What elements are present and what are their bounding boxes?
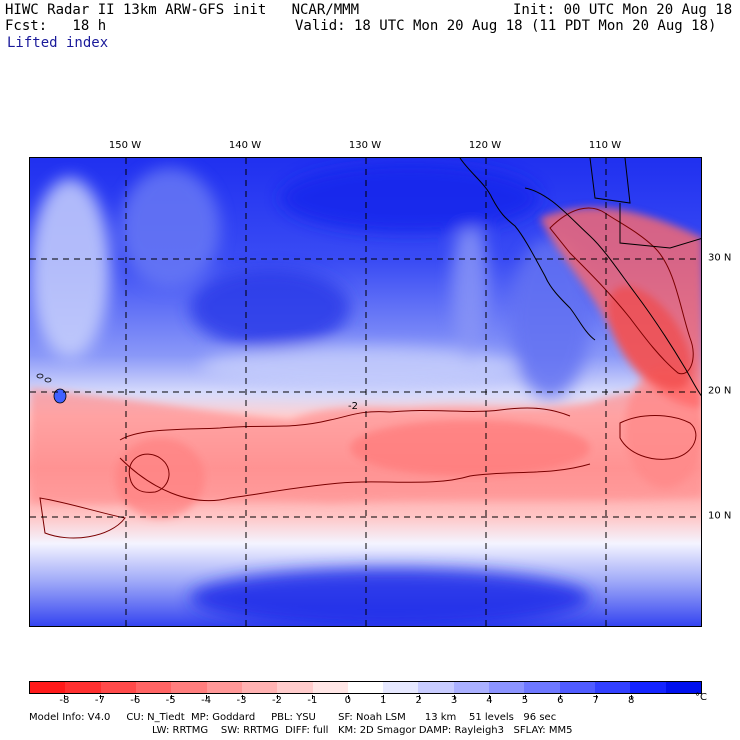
colorbar-label: 7 — [592, 695, 599, 706]
lat-label-30n: 30 N — [708, 252, 732, 264]
colorbar-swatch — [383, 682, 419, 693]
colorbar-label: 4 — [486, 695, 493, 706]
colorbar-swatch — [630, 682, 666, 693]
footer-model-info: Model Info: V4.0 CU: N_Tiedt MP: Goddard… — [29, 712, 557, 723]
graticule — [30, 158, 701, 626]
colorbar — [29, 681, 702, 694]
colorbar-tick — [276, 695, 278, 699]
colorbar-swatch — [65, 682, 101, 693]
colorbar-label: -3 — [236, 695, 247, 706]
colorbar-label: 8 — [627, 695, 635, 706]
colorbar-tick — [631, 695, 633, 699]
colorbar-label: -4 — [201, 695, 212, 706]
colorbar-label: -2 — [271, 695, 282, 706]
colorbar-tick — [595, 695, 597, 699]
colorbar-swatch — [524, 682, 560, 693]
colorbar-label: 1 — [380, 695, 387, 706]
colorbar-tick — [560, 695, 562, 699]
header-valid-time: Valid: 18 UTC Mon 20 Aug 18 (11 PDT Mon … — [295, 18, 717, 34]
header-title: HIWC Radar II 13km ARW-GFS init NCAR/MMM — [5, 2, 360, 18]
colorbar-unit: °C — [695, 692, 707, 703]
colorbar-label: -7 — [94, 695, 105, 706]
header-init-time: Init: 00 UTC Mon 20 Aug 18 — [513, 2, 733, 18]
colorbar-tick — [347, 695, 349, 699]
colorbar-label: -5 — [165, 695, 176, 706]
colorbar-swatch — [30, 682, 66, 693]
colorbar-label: -6 — [130, 695, 141, 706]
colorbar-swatch — [277, 682, 313, 693]
colorbar-tick — [383, 695, 385, 699]
colorbar-swatch — [135, 682, 172, 693]
lon-label-150w: 150 W — [108, 140, 142, 151]
colorbar-tick — [64, 695, 66, 699]
colorbar-tick — [241, 695, 243, 699]
header-forecast-hour: Fcst: 18 h — [5, 18, 107, 34]
colorbar-tick — [489, 695, 491, 699]
colorbar-swatch — [347, 682, 384, 693]
colorbar-swatch — [206, 682, 242, 693]
colorbar-label: 0 — [344, 695, 351, 706]
colorbar-tick — [312, 695, 314, 699]
west-light-band — [30, 178, 110, 358]
colorbar-swatch — [453, 682, 490, 693]
colorbar-label: 5 — [521, 695, 529, 706]
colorbar-tick — [206, 695, 208, 699]
colorbar-swatch — [100, 682, 136, 693]
colorbar-tick — [135, 695, 137, 699]
colorbar-swatch — [559, 682, 595, 693]
lon-label-140w: 140 W — [228, 140, 262, 151]
lon-label-110w: 110 W — [588, 140, 622, 151]
colorbar-tick — [170, 695, 172, 699]
colorbar-label: 3 — [450, 695, 458, 706]
colorbar-label: 6 — [557, 695, 564, 706]
colorbar-swatch — [312, 682, 348, 693]
colorbar-label: -1 — [307, 695, 318, 706]
colorbar-swatch — [665, 682, 701, 693]
colorbar-label: 2 — [415, 695, 422, 706]
colorbar-label: -8 — [59, 695, 70, 706]
colorbar-swatch — [171, 682, 207, 693]
colorbar-swatch — [418, 682, 454, 693]
colorbar-swatch — [241, 682, 278, 693]
colorbar-swatch — [595, 682, 631, 693]
colorbar-tick — [454, 695, 456, 699]
lat-label-10n: 10 N — [708, 510, 732, 522]
colorbar-tick — [524, 695, 526, 699]
colorbar-swatch — [489, 682, 525, 693]
footer-physics-info: LW: RRTMG SW: RRTMG DIFF: full KM: 2D Sm… — [152, 725, 573, 736]
colorbar-tick — [418, 695, 420, 699]
lifted-index-map: -2 — [29, 157, 702, 627]
lon-label-120w: 120 W — [468, 140, 502, 151]
contour-label: -2 — [348, 401, 358, 412]
contour-line — [119, 407, 571, 441]
lat-label-20n: 20 N — [708, 385, 732, 397]
field-name: Lifted index — [7, 35, 109, 51]
colorbar-tick — [99, 695, 101, 699]
lon-label-130w: 130 W — [348, 140, 382, 151]
